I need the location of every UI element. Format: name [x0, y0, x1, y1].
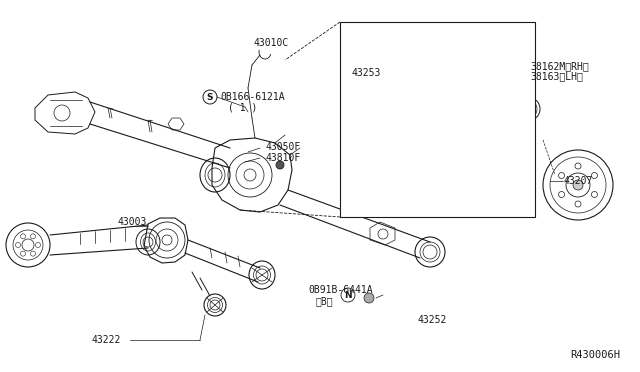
Circle shape	[573, 180, 583, 190]
Text: 38162M（RH）: 38162M（RH）	[530, 61, 589, 71]
Bar	[340, 22, 535, 217]
Text: ( 1 ): ( 1 )	[228, 103, 257, 113]
Text: 38163（LH）: 38163（LH）	[530, 71, 583, 81]
Circle shape	[276, 161, 284, 169]
Text: 43003: 43003	[118, 217, 147, 227]
Text: 43050F: 43050F	[265, 142, 300, 152]
Text: 43222: 43222	[92, 335, 122, 345]
Text: 0B91B-6441A: 0B91B-6441A	[308, 285, 372, 295]
Text: 43810F: 43810F	[265, 153, 300, 163]
Text: 43253: 43253	[352, 68, 381, 78]
Text: R430006H: R430006H	[570, 350, 620, 360]
Text: N: N	[344, 291, 352, 299]
Text: S: S	[207, 93, 213, 102]
Circle shape	[364, 293, 374, 303]
Text: 0B166-6121A: 0B166-6121A	[220, 92, 285, 102]
Text: 43207: 43207	[564, 176, 593, 186]
Text: 43252: 43252	[418, 315, 447, 325]
Text: （B）: （B）	[316, 296, 333, 306]
Text: 43010C: 43010C	[254, 38, 289, 48]
